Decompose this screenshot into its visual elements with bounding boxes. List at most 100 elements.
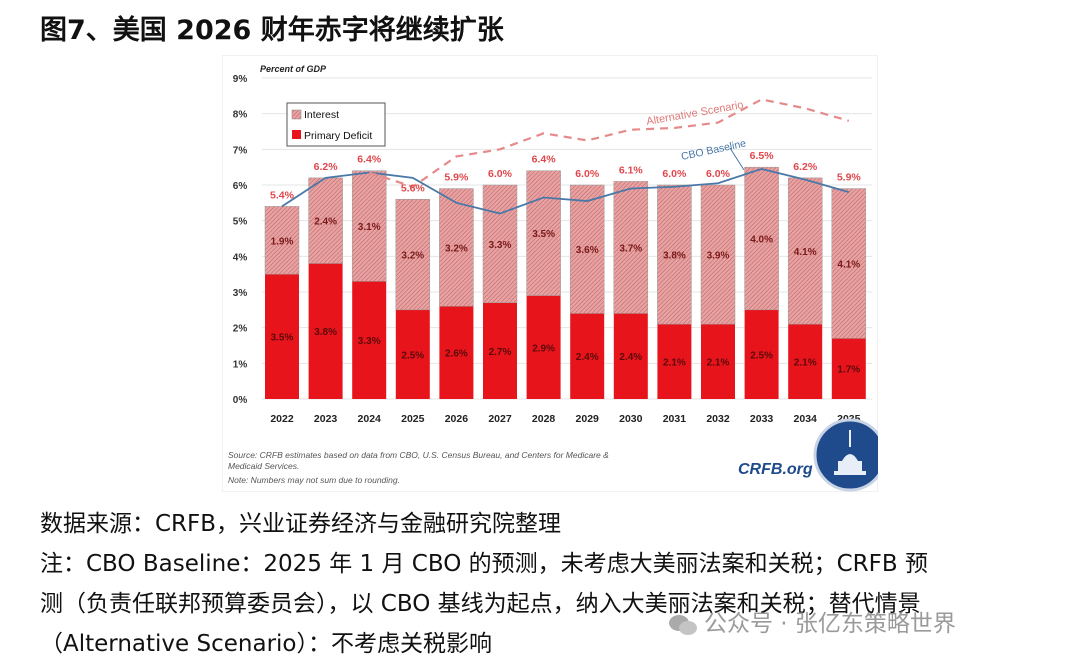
legend-label-interest: Interest [304,109,339,121]
interest-label: 3.5% [532,229,555,240]
bar-interest [395,199,431,311]
figure-title: 图7、美国 2026 财年赤字将继续扩张 [40,15,504,46]
interest-label: 3.3% [489,240,512,251]
bar-primary-deficit [831,338,866,399]
interest-label: 4.0% [750,235,773,246]
legend-label-primary-deficit: Primary Deficit [304,130,372,142]
x-tick-label: 2026 [445,413,469,425]
y-tick-label: 0% [233,395,248,406]
y-tick-label: 6% [233,181,248,192]
interest-label: 4.1% [837,259,860,270]
bar-interest [787,177,823,325]
bar-primary-deficit [701,324,735,399]
bar-primary-deficit [265,274,299,399]
interest-label: 3.7% [619,243,642,254]
primary-deficit-label: 2.5% [750,350,773,361]
cbo-baseline-leader [729,147,745,171]
bar-primary-deficit [788,324,823,399]
bar-primary-deficit [439,306,474,399]
footer-note-2: 测（负责任联邦预算委员会），以 CBO 基线为起点，纳入大美丽法案和关税；替代情… [40,591,921,617]
total-label: 5.6% [401,182,426,194]
primary-deficit-label: 2.9% [532,343,555,354]
bar-interest [264,206,300,275]
y-tick-label: 4% [233,252,248,263]
total-label: 5.4% [270,189,295,201]
bar-interest [831,188,867,339]
primary-deficit-label: 2.5% [401,350,424,361]
interest-label: 1.9% [271,236,294,247]
bar-interest [700,184,736,325]
bar-primary-deficit [395,309,430,399]
footer-note-1: 注：CBO Baseline：2025 年 1 月 CBO 的预测，未考虑大美丽… [40,551,928,577]
total-label: 6.0% [662,168,687,180]
interest-label: 3.8% [663,251,686,262]
x-tick-label: 2022 [270,413,294,425]
bar-interest [351,170,387,282]
bar-interest [657,184,692,325]
bar-primary-deficit [570,313,605,399]
x-tick-label: 2033 [750,413,774,425]
bar-primary-deficit [308,263,343,399]
total-label: 5.9% [837,172,862,184]
primary-deficit-label: 1.7% [837,365,860,376]
y-tick-label: 2% [233,324,248,335]
footer-note-3: （Alternative Scenario）：不考虑关税影响 [40,631,492,657]
x-tick-label: 2024 [358,413,382,425]
total-label: 6.2% [793,161,818,173]
interest-label: 3.9% [707,251,730,262]
bar-primary-deficit [352,281,387,399]
bar-interest [613,181,649,314]
primary-deficit-label: 2.1% [707,358,730,369]
bar-primary-deficit [657,324,692,399]
bar-primary-deficit [526,295,561,399]
bar-interest [526,170,561,296]
bar-primary-deficit [744,309,779,399]
total-label: 6.0% [706,168,731,180]
primary-deficit-label: 3.5% [271,333,294,344]
bar-primary-deficit [483,302,517,399]
y-tick-label: 9% [233,74,248,85]
legend: Interest Primary Deficit [286,102,386,147]
total-label: 6.4% [357,154,382,166]
interest-label: 4.1% [794,247,817,258]
x-tick-label: 2030 [619,413,643,425]
legend-swatch-interest [291,109,302,120]
bar-interest [308,177,343,264]
interest-label: 2.4% [314,217,337,228]
y-tick-label: 5% [233,217,248,228]
legend-swatch-primary-deficit [292,130,301,139]
y-axis-label: Percent of GDP [260,64,327,74]
cbo-baseline-line [281,168,850,215]
bar-primary-deficit [613,313,648,399]
x-tick-label: 2034 [794,413,818,425]
interest-label: 3.2% [445,243,468,254]
x-tick-label: 2029 [576,413,600,425]
footer-source: 数据来源：CRFB，兴业证券经济与金融研究院整理 [40,511,562,537]
bar-interest [744,166,779,311]
bar-interest [569,184,605,314]
total-label: 6.1% [619,164,644,176]
x-tick-label: 2023 [314,413,338,425]
primary-deficit-label: 2.1% [663,358,686,369]
source-text-2: Medicaid Services. [228,461,299,471]
interest-label: 3.6% [576,245,599,256]
total-label: 6.4% [532,154,557,166]
y-tick-label: 8% [233,110,248,121]
x-tick-label: 2025 [401,413,425,425]
x-tick-label: 2032 [706,413,730,425]
total-label: 6.5% [750,150,775,162]
bar-interest [482,184,518,303]
crfb-logo-text: CRFB.org [738,461,813,478]
watermark: 公众号 · 张亿东策略世界 [668,604,956,638]
source-text: Source: CRFB estimates based on data fro… [228,450,609,460]
note-text: Note: Numbers may not sum due to roundin… [228,475,400,485]
interest-label: 3.2% [401,251,424,262]
total-label: 6.0% [575,168,600,180]
x-tick-label: 2027 [488,413,512,425]
interest-label: 3.1% [358,222,381,233]
deficit-chart: Percent of GDP 0% 1% 2% 3% 4% 5% 6% 7% 8% 9% 3.5%… [222,55,878,492]
watermark-text: 公众号 · 张亿东策略世界 [704,611,956,637]
primary-deficit-label: 2.4% [576,352,599,363]
x-tick-label: 2031 [663,413,687,425]
y-tick-label: 1% [233,359,248,370]
